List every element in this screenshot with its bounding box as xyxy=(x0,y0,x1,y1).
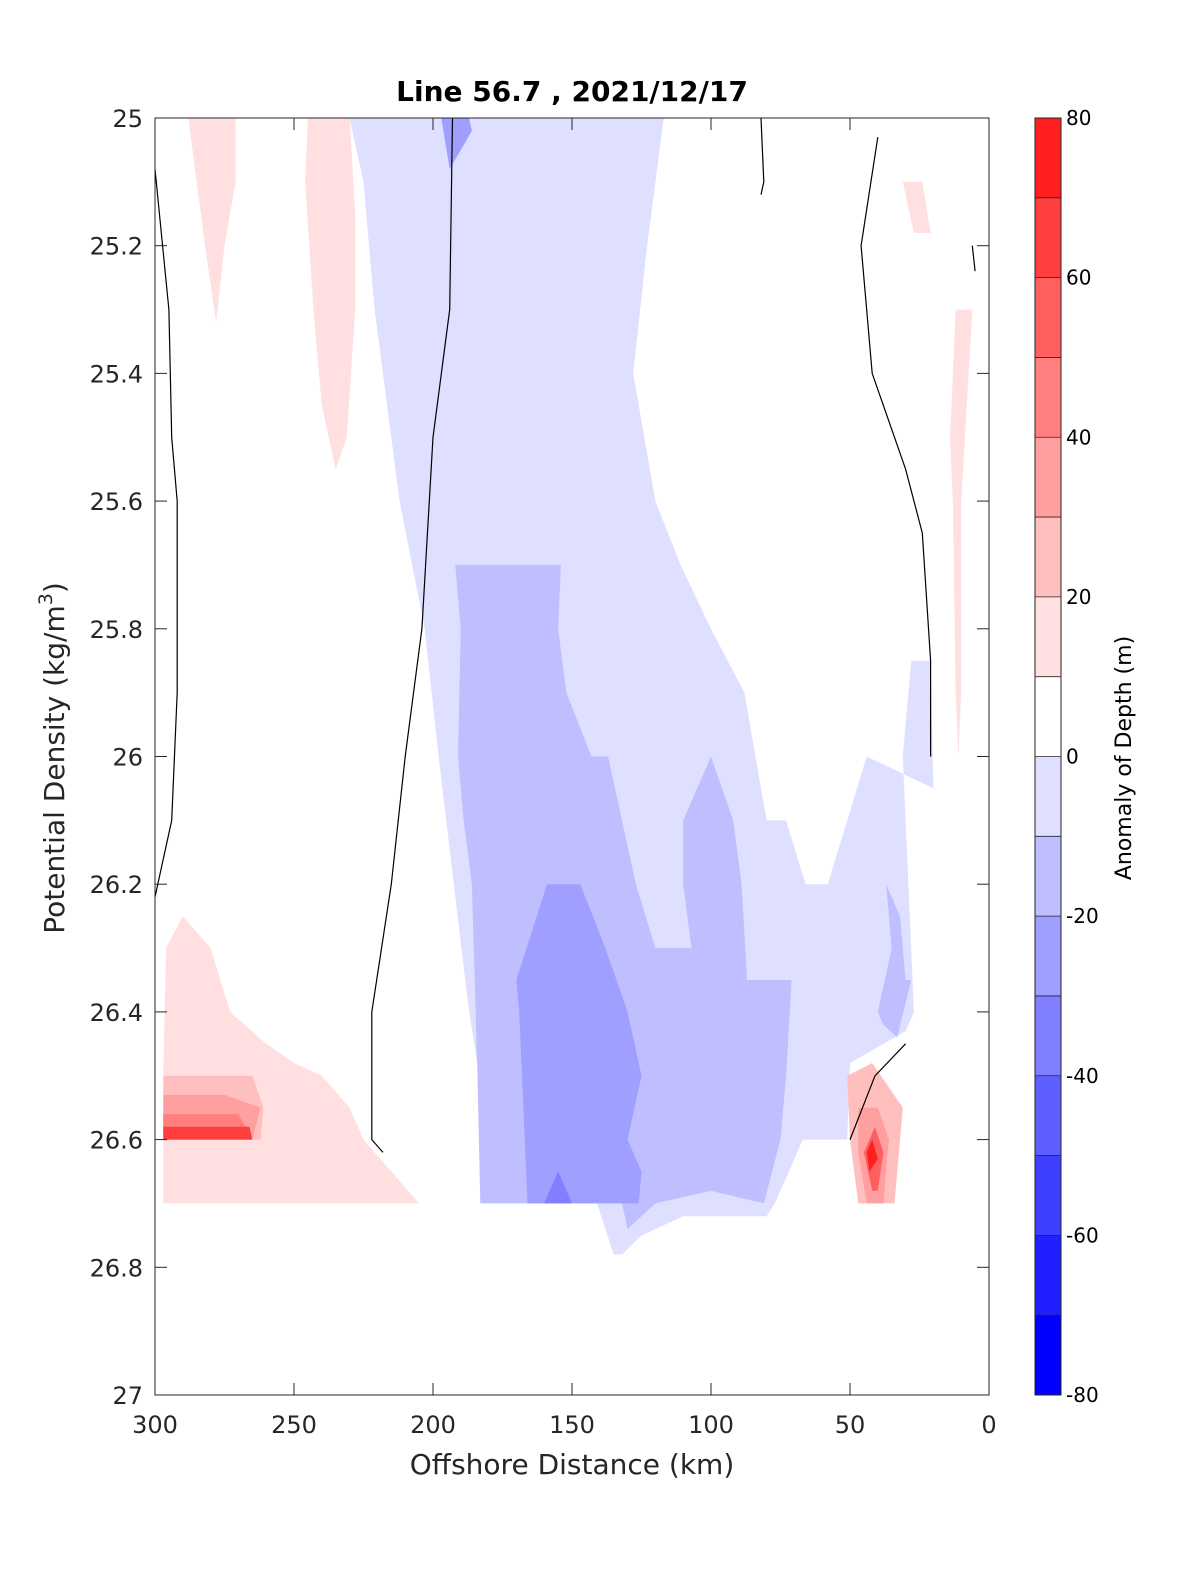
colorbar-tick-label: 80 xyxy=(1066,106,1091,130)
colorbar-tick-label: -20 xyxy=(1066,904,1099,928)
zero-contour-line-1 xyxy=(371,117,454,1153)
y-axis-label-superscript: 3 xyxy=(35,593,57,605)
y-tick-label: 25.4 xyxy=(90,360,143,388)
colorbar-segment xyxy=(1035,836,1061,917)
contour-region-18 xyxy=(866,1139,878,1172)
colorbar-tick-label: 60 xyxy=(1066,266,1091,290)
colorbar-segment xyxy=(1035,1075,1061,1156)
zero-contour-line-4 xyxy=(971,245,976,272)
contour-region-2 xyxy=(877,884,912,1038)
x-tick-label: 150 xyxy=(549,1411,595,1439)
colorbar-segment xyxy=(1035,1235,1061,1316)
x-tick-label: 100 xyxy=(688,1411,734,1439)
y-tick-label: 26.6 xyxy=(90,1127,143,1155)
contour-region-8 xyxy=(163,916,420,1204)
colorbar-segment xyxy=(1035,1315,1061,1395)
y-tick-label: 26.8 xyxy=(90,1254,143,1282)
y-tick-label: 25.2 xyxy=(90,233,143,261)
x-tick-label: 300 xyxy=(132,1411,178,1439)
colorbar-segment xyxy=(1035,357,1061,438)
colorbar-segment xyxy=(1035,517,1061,597)
contour-region-6 xyxy=(188,118,236,323)
x-tick-label: 50 xyxy=(835,1411,866,1439)
colorbar-segment xyxy=(1035,437,1061,518)
y-tick-label: 26 xyxy=(112,744,143,772)
colorbar-tick-label: -80 xyxy=(1066,1383,1099,1407)
y-tick-label: 25.6 xyxy=(90,488,143,516)
colorbar-tick-label: 0 xyxy=(1066,745,1079,769)
x-tick-label: 200 xyxy=(410,1411,456,1439)
colorbar-segment xyxy=(1035,756,1061,837)
y-tick-label: 26.2 xyxy=(90,871,143,899)
contour-region-7 xyxy=(305,118,356,470)
colorbar-segment xyxy=(1035,197,1061,278)
zero-contour-line-2 xyxy=(760,117,765,195)
colorbar-segment xyxy=(1035,277,1061,358)
y-tick-label: 26.4 xyxy=(90,999,143,1027)
contour-region-4 xyxy=(441,118,472,170)
y-axis-label: Potential Density (kg/m3) xyxy=(35,582,71,934)
colorbar-label: Anomaly of Depth (m) xyxy=(1112,636,1137,880)
y-axis: 25 25.2 25.4 25.6 25.8 26 26.2 26.4 26.6 26.8 27 xyxy=(90,105,989,1410)
y-tick-label: 27 xyxy=(112,1382,143,1410)
colorbar-tick-label: 20 xyxy=(1066,585,1091,609)
zero-contour-line-0 xyxy=(154,169,178,898)
y-tick-label: 25 xyxy=(112,105,143,133)
contour-region-3 xyxy=(516,884,642,1204)
contour-region-17 xyxy=(163,1126,253,1140)
colorbar-tick-label: -60 xyxy=(1066,1223,1099,1247)
colorbar-tick-label: 40 xyxy=(1066,425,1091,449)
x-tick-label: 250 xyxy=(271,1411,317,1439)
colorbar-segment xyxy=(1035,1155,1061,1236)
contour-region-5 xyxy=(544,1171,572,1204)
colorbar: -80 -60 -40 -20 0 20 40 60 80 xyxy=(1034,106,1099,1407)
zero-contours xyxy=(154,117,976,1153)
contour-region-9 xyxy=(902,181,931,233)
chart-title: Line 56.7 , 2021/12/17 xyxy=(396,75,748,108)
x-tick-label: 0 xyxy=(981,1411,996,1439)
colorbar-segment xyxy=(1035,596,1061,677)
zero-contour-line-3 xyxy=(860,137,932,757)
colorbar-segment xyxy=(1035,995,1061,1076)
x-axis: 300 250 200 150 100 50 0 xyxy=(132,118,997,1439)
y-axis-label-suffix: ) xyxy=(38,582,71,593)
colorbar-segment xyxy=(1035,676,1061,757)
plot-area xyxy=(163,118,973,1255)
y-tick-label: 25.8 xyxy=(90,616,143,644)
contour-region-10 xyxy=(950,309,973,757)
y-axis-label-main: Potential Density (kg/m xyxy=(38,605,71,934)
x-axis-label: Offshore Distance (km) xyxy=(410,1448,735,1481)
colorbar-frame xyxy=(1034,117,1062,1396)
colorbar-segment xyxy=(1035,916,1061,996)
zero-contour-line-5 xyxy=(849,1043,907,1140)
colorbar-segment xyxy=(1035,118,1061,198)
colorbar-tick-label: -40 xyxy=(1066,1064,1099,1088)
